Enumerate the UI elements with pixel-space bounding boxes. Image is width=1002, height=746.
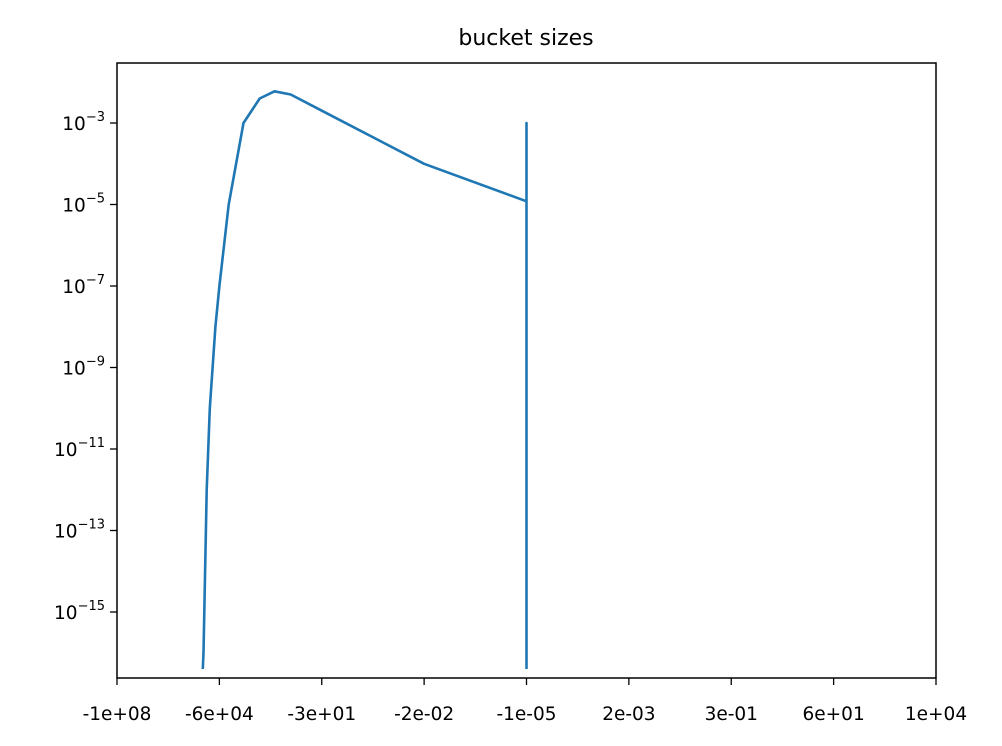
y-tick-label: 10−15 bbox=[54, 599, 105, 624]
x-tick-label: -6e+04 bbox=[185, 704, 254, 725]
y-tick-exponent: −15 bbox=[78, 599, 105, 614]
y-tick-exponent: −13 bbox=[78, 518, 105, 533]
series-line bbox=[201, 90, 528, 670]
x-tick-label: -3e+01 bbox=[287, 704, 356, 725]
y-tick-exponent: −11 bbox=[78, 436, 105, 451]
y-tick-base: 10 bbox=[54, 522, 78, 543]
chart-title: bucket sizes bbox=[458, 26, 593, 51]
y-tick-label: 10−7 bbox=[62, 273, 105, 298]
y-tick-base: 10 bbox=[54, 603, 78, 624]
series-layer bbox=[201, 90, 528, 670]
x-tick-label: 2e-03 bbox=[602, 704, 655, 725]
y-tick-exponent: −5 bbox=[86, 192, 105, 207]
x-tick-label: 6e+01 bbox=[803, 704, 865, 725]
y-tick-label: 10−9 bbox=[62, 355, 105, 380]
x-tick-label: -1e+08 bbox=[83, 704, 152, 725]
x-tick-label: 3e-01 bbox=[705, 704, 758, 725]
y-tick-base: 10 bbox=[62, 114, 86, 135]
y-tick-exponent: −3 bbox=[86, 110, 105, 125]
y-tick-base: 10 bbox=[62, 277, 86, 298]
x-tick-label: 1e+04 bbox=[905, 704, 967, 725]
y-tick-label: 10−3 bbox=[62, 110, 105, 135]
y-tick-label: 10−11 bbox=[54, 436, 105, 461]
y-tick-label: 10−5 bbox=[62, 192, 105, 217]
y-tick-base: 10 bbox=[62, 359, 86, 380]
y-tick-base: 10 bbox=[54, 440, 78, 461]
y-tick-base: 10 bbox=[62, 196, 86, 217]
y-tick-label: 10−13 bbox=[54, 518, 105, 543]
x-tick-label: -2e-02 bbox=[394, 704, 454, 725]
y-tick-exponent: −9 bbox=[86, 355, 105, 370]
y-tick-exponent: −7 bbox=[86, 273, 105, 288]
x-tick-label: -1e-05 bbox=[496, 704, 556, 725]
x-axis: -1e+08 -6e+04 -3e+01 -2e-02 -1e-05 2e-03 3e-01… bbox=[83, 678, 967, 725]
